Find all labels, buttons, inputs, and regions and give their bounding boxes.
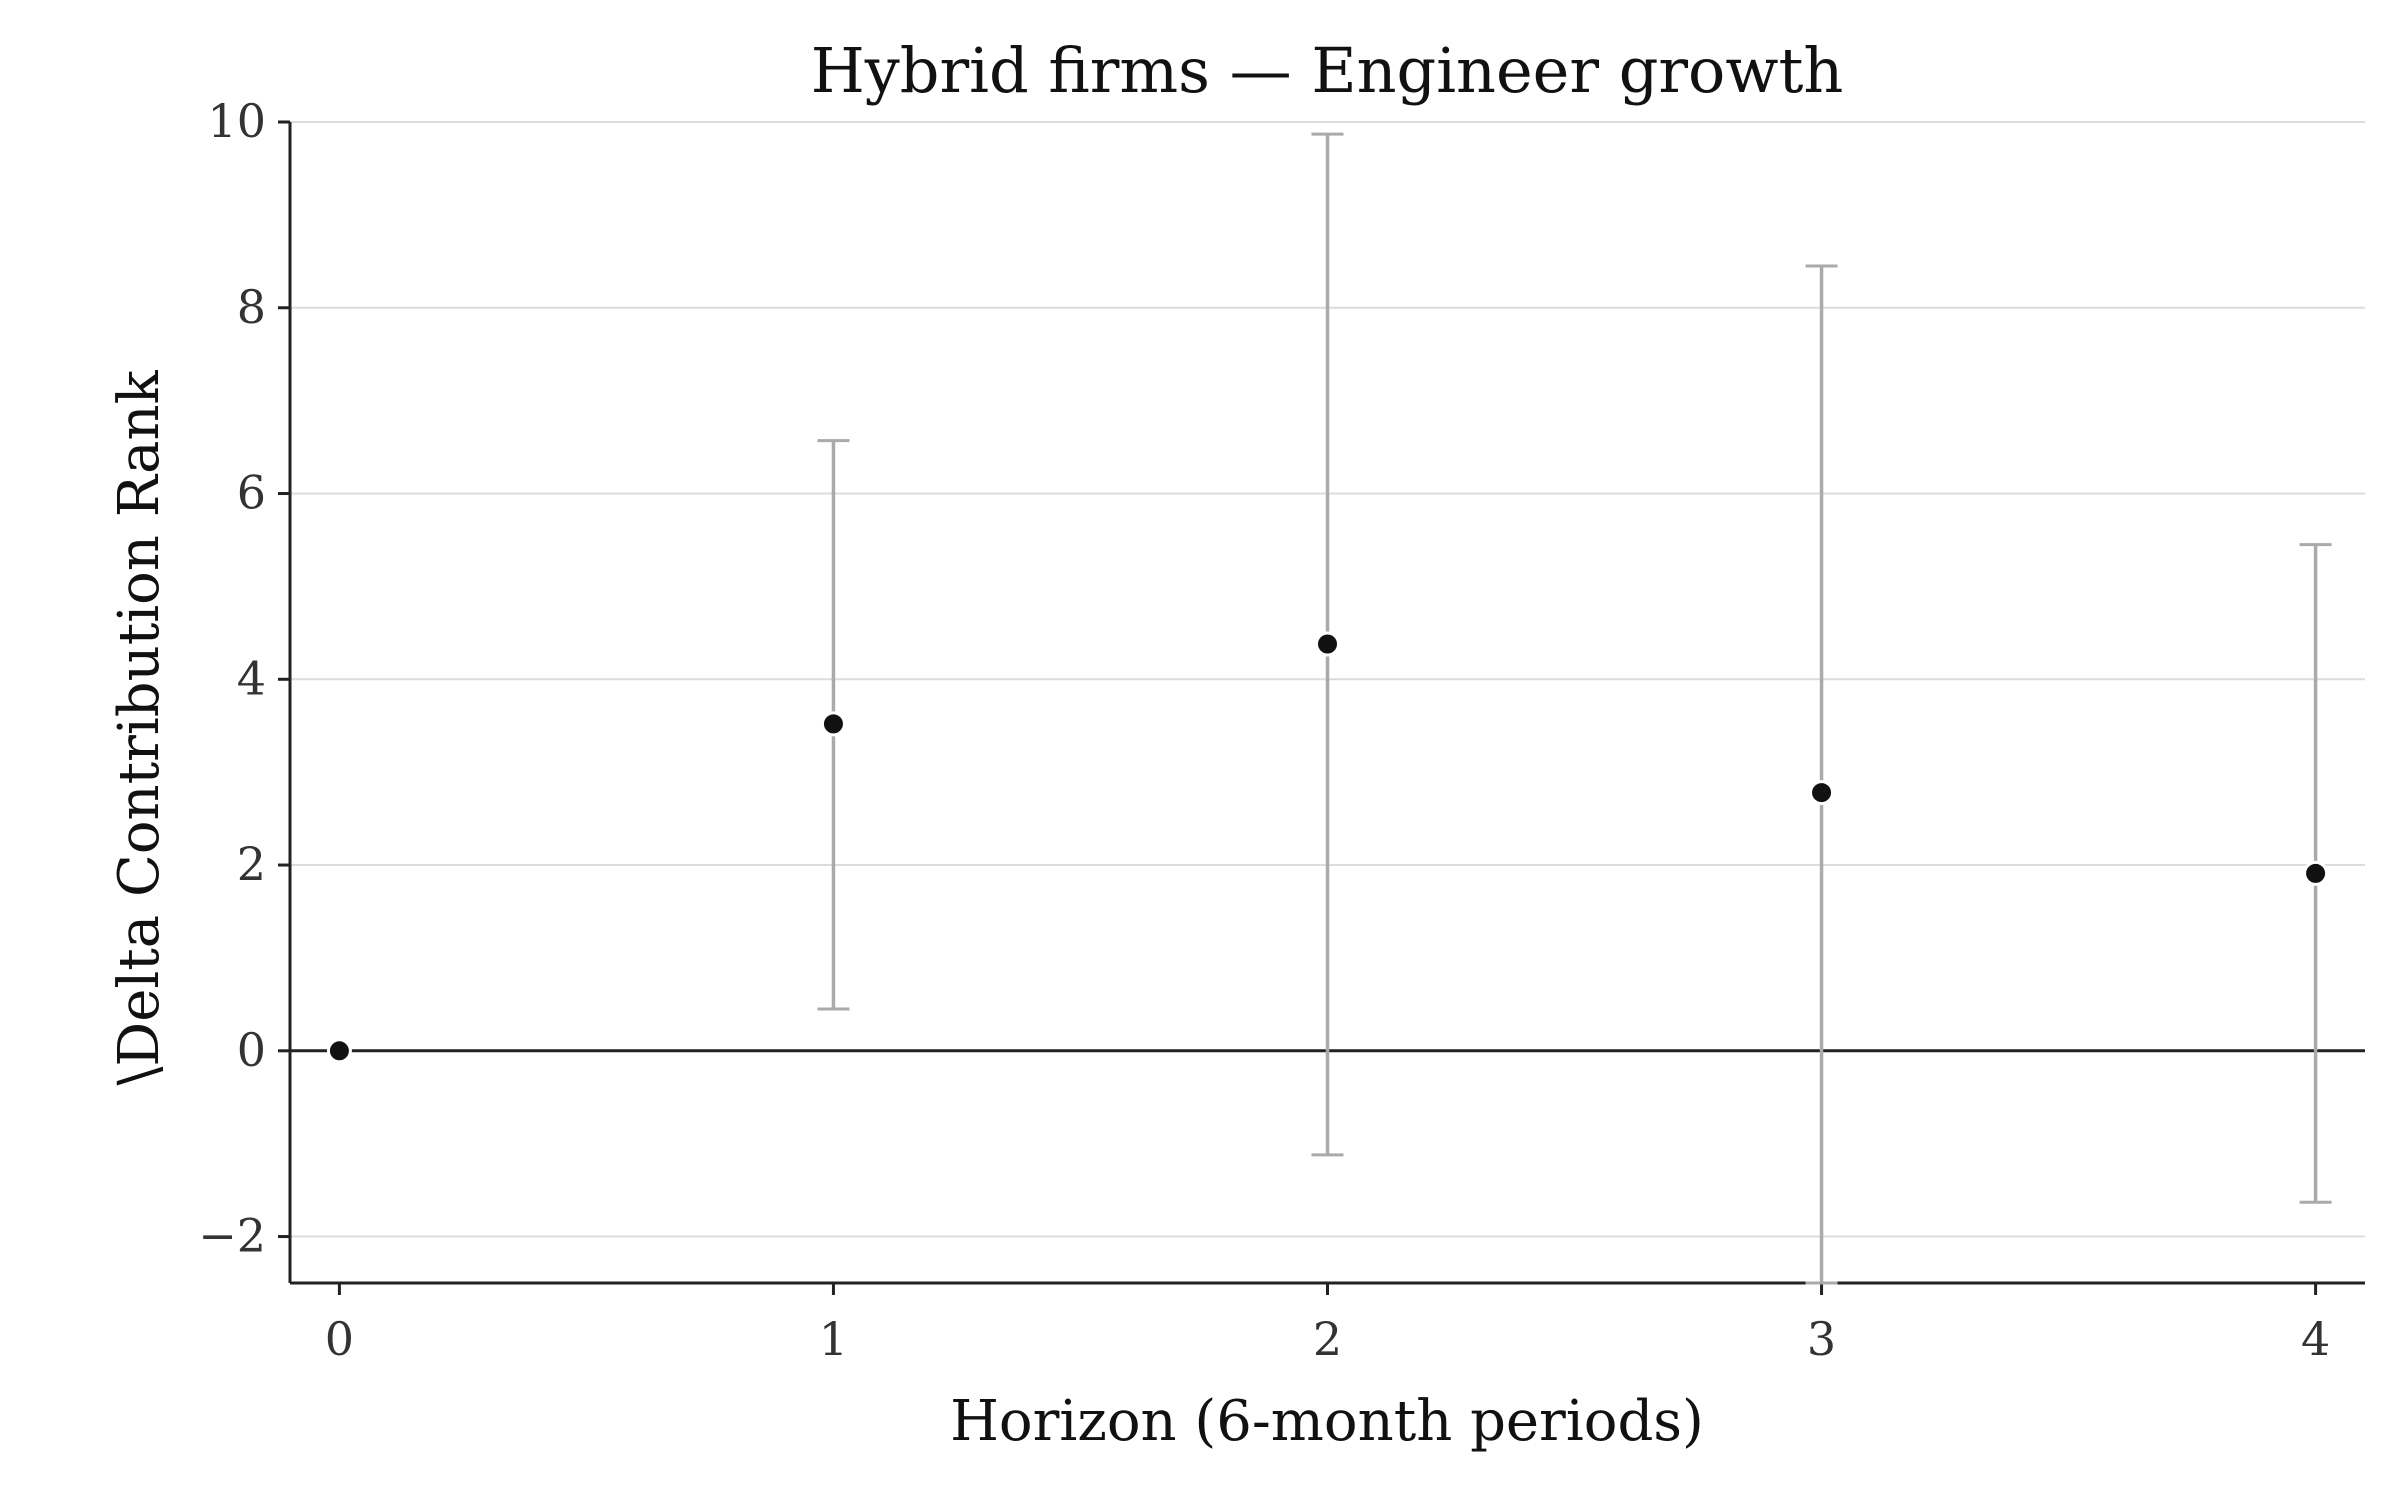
x-axis-label: Horizon (6-month periods): [950, 1389, 1704, 1454]
y-axis-label: \Delta Contribution Rank: [107, 369, 172, 1085]
data-point: [820, 711, 846, 737]
y-tick-label: 0: [237, 1023, 266, 1077]
x-tick-label: 1: [819, 1312, 848, 1366]
x-tick-label: 4: [2301, 1312, 2330, 1366]
data-point: [1809, 780, 1835, 806]
y-tick-label: 10: [207, 94, 266, 148]
data-point: [326, 1038, 352, 1064]
y-tick-label: 8: [237, 280, 266, 334]
y-tick-label: 6: [237, 466, 266, 520]
chart-title: Hybrid firms — Engineer growth: [811, 34, 1844, 107]
tick-label-layer: −2 0 2 4 6 8 10 0 1 2 3 4: [198, 94, 2330, 1366]
y-tick-label: 4: [237, 651, 266, 705]
x-tick-label: 0: [325, 1312, 354, 1366]
axes-layer: [278, 120, 2365, 1295]
y-tick-label: 2: [237, 837, 266, 891]
x-tick-label: 3: [1807, 1312, 1836, 1366]
x-tick-label: 2: [1313, 1312, 1342, 1366]
y-tick-label: −2: [198, 1209, 266, 1263]
data-point: [2303, 860, 2329, 886]
data-point: [1315, 631, 1340, 657]
errorbar-layer: [817, 132, 2332, 1285]
point-layer: [326, 631, 2329, 1064]
